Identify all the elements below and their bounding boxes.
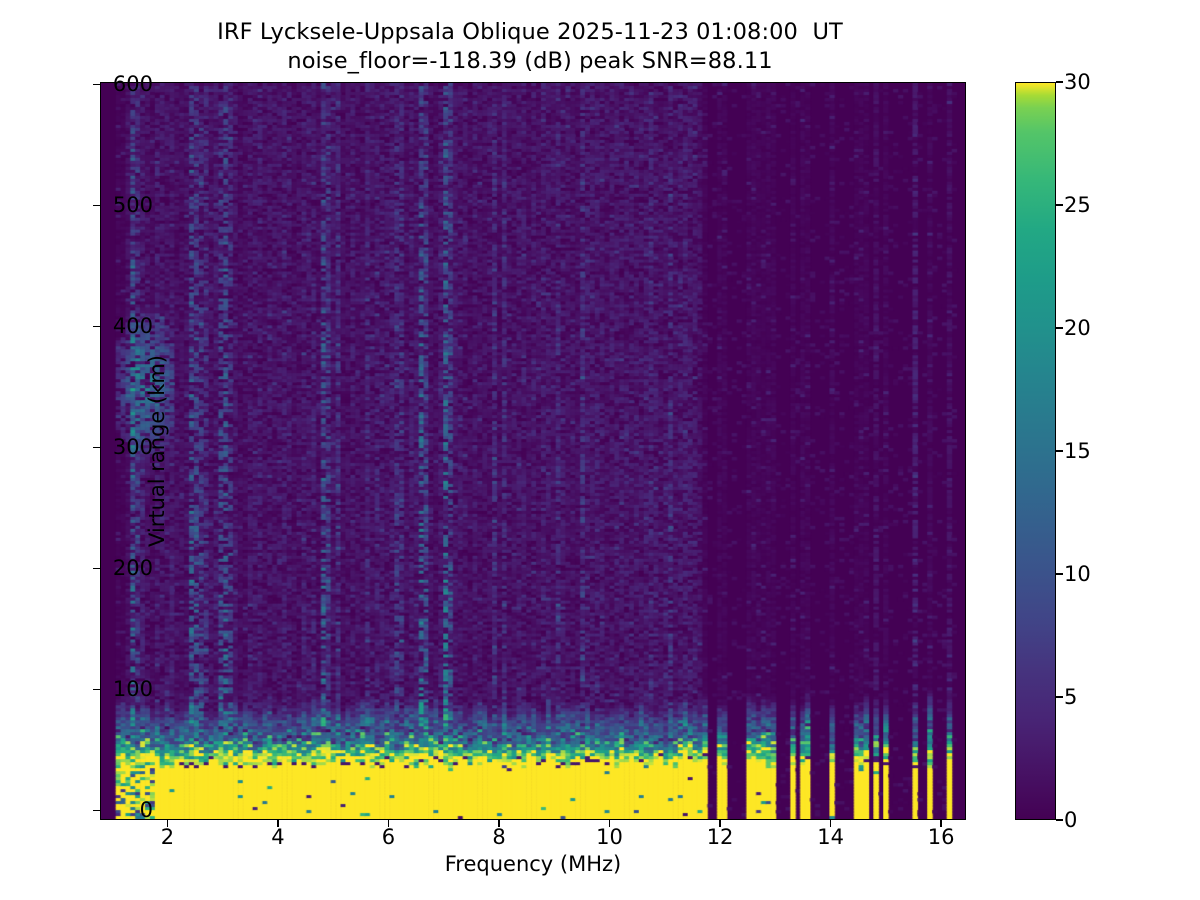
colorbar-tick-label: 5 bbox=[1064, 685, 1078, 709]
y-tick-mark bbox=[93, 83, 100, 86]
x-tick-label: 2 bbox=[160, 825, 175, 849]
y-tick-label: 600 bbox=[112, 72, 153, 97]
ionogram-heatmap bbox=[101, 83, 965, 819]
x-axis-label: Frequency (MHz) bbox=[444, 852, 622, 876]
chart-title: IRF Lycksele-Uppsala Oblique 2025-11-23 … bbox=[0, 18, 1060, 76]
colorbar-tick-label: 30 bbox=[1064, 70, 1091, 94]
y-tick-mark bbox=[93, 204, 100, 207]
x-tick-mark bbox=[387, 820, 390, 827]
x-tick-label: 12 bbox=[706, 825, 734, 849]
y-tick-label: 200 bbox=[112, 556, 153, 581]
colorbar-tick-label: 20 bbox=[1064, 316, 1091, 340]
y-tick-mark bbox=[93, 567, 100, 569]
plot-axes bbox=[100, 82, 966, 820]
colorbar-tick-label: 25 bbox=[1064, 193, 1091, 217]
y-tick-label: 500 bbox=[112, 193, 153, 218]
x-tick-label: 14 bbox=[817, 825, 844, 849]
x-tick-mark bbox=[166, 820, 169, 827]
colorbar-tick-mark bbox=[1056, 696, 1063, 698]
colorbar-tick-mark bbox=[1056, 819, 1063, 821]
x-tick-mark bbox=[277, 820, 279, 827]
x-tick-label: 16 bbox=[927, 825, 955, 849]
y-tick-mark bbox=[93, 446, 100, 449]
title-line-primary: IRF Lycksele-Uppsala Oblique 2025-11-23 … bbox=[217, 19, 843, 45]
x-tick-mark bbox=[608, 820, 611, 827]
x-tick-mark bbox=[829, 820, 832, 827]
y-tick-label: 400 bbox=[112, 314, 153, 339]
y-tick-label: 300 bbox=[112, 435, 153, 460]
x-tick-mark bbox=[719, 820, 721, 827]
colorbar-tick-mark bbox=[1056, 450, 1063, 452]
colorbar-gradient bbox=[1015, 82, 1056, 820]
x-tick-label: 4 bbox=[271, 825, 285, 849]
x-tick-label: 8 bbox=[492, 825, 506, 849]
colorbar-tick-label: 0 bbox=[1064, 808, 1078, 832]
y-tick-label: 100 bbox=[112, 677, 153, 702]
colorbar-tick-mark bbox=[1056, 327, 1063, 329]
y-tick-mark bbox=[93, 325, 100, 328]
colorbar-tick-mark bbox=[1056, 81, 1063, 83]
colorbar-tick-mark bbox=[1056, 204, 1063, 206]
y-tick-mark bbox=[93, 809, 100, 811]
x-tick-label: 6 bbox=[381, 825, 396, 849]
y-tick-label: 0 bbox=[139, 798, 153, 823]
y-tick-mark bbox=[93, 688, 100, 690]
colorbar-tick-label: 10 bbox=[1064, 562, 1091, 586]
x-tick-label: 10 bbox=[596, 825, 623, 849]
title-line-secondary: noise_floor=-118.39 (dB) peak SNR=88.11 bbox=[287, 47, 773, 74]
x-tick-mark bbox=[940, 820, 942, 827]
x-tick-mark bbox=[498, 820, 500, 827]
colorbar-tick-mark bbox=[1056, 573, 1063, 575]
colorbar-tick-label: 15 bbox=[1064, 439, 1091, 463]
